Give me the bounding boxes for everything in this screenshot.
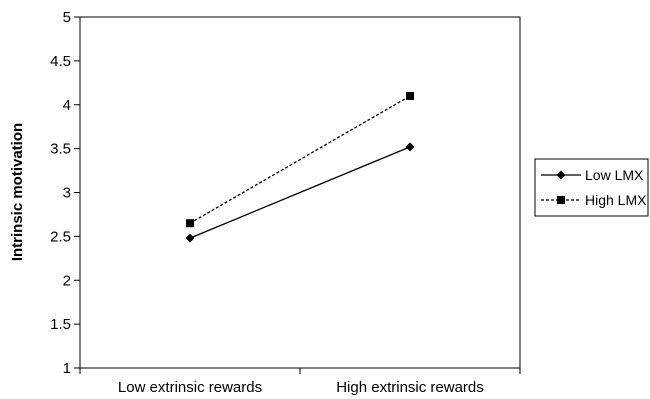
data-point	[185, 233, 195, 243]
y-tick-label: 4.5	[50, 53, 71, 70]
series-layer	[185, 91, 415, 243]
x-tick-label: High extrinsic rewards	[336, 379, 484, 396]
y-tick-label: 1	[63, 360, 71, 377]
y-tick-label: 3.5	[50, 141, 71, 158]
data-point	[186, 219, 194, 228]
y-tick-label: 3	[63, 185, 71, 202]
x-axis: Low extrinsic rewards High extrinsic rewa…	[79, 368, 521, 396]
legend: Low LMX High LMX	[534, 158, 649, 217]
data-point	[405, 142, 415, 152]
legend-label: High LMX	[585, 192, 647, 208]
y-axis-title: Intrinsic motivation	[9, 123, 26, 261]
series-line-high-lmx	[189, 95, 411, 224]
legend-label: Low LMX	[585, 167, 644, 183]
y-axis: 1 1.5 2 2.5 3 3.5 4 4.5 5	[50, 9, 80, 377]
y-tick-label: 1.5	[50, 316, 71, 333]
legend-marker	[557, 196, 565, 204]
legend-box	[534, 158, 649, 217]
y-tick-label: 2	[63, 272, 71, 289]
y-tick-label: 2.5	[50, 228, 71, 245]
series-line-low-lmx	[189, 146, 411, 239]
x-tick-label: Low extrinsic rewards	[118, 379, 262, 396]
legend-marker	[556, 170, 566, 180]
y-tick-label: 5	[63, 9, 71, 26]
y-tick-label: 4	[63, 97, 71, 114]
data-point	[406, 91, 414, 100]
